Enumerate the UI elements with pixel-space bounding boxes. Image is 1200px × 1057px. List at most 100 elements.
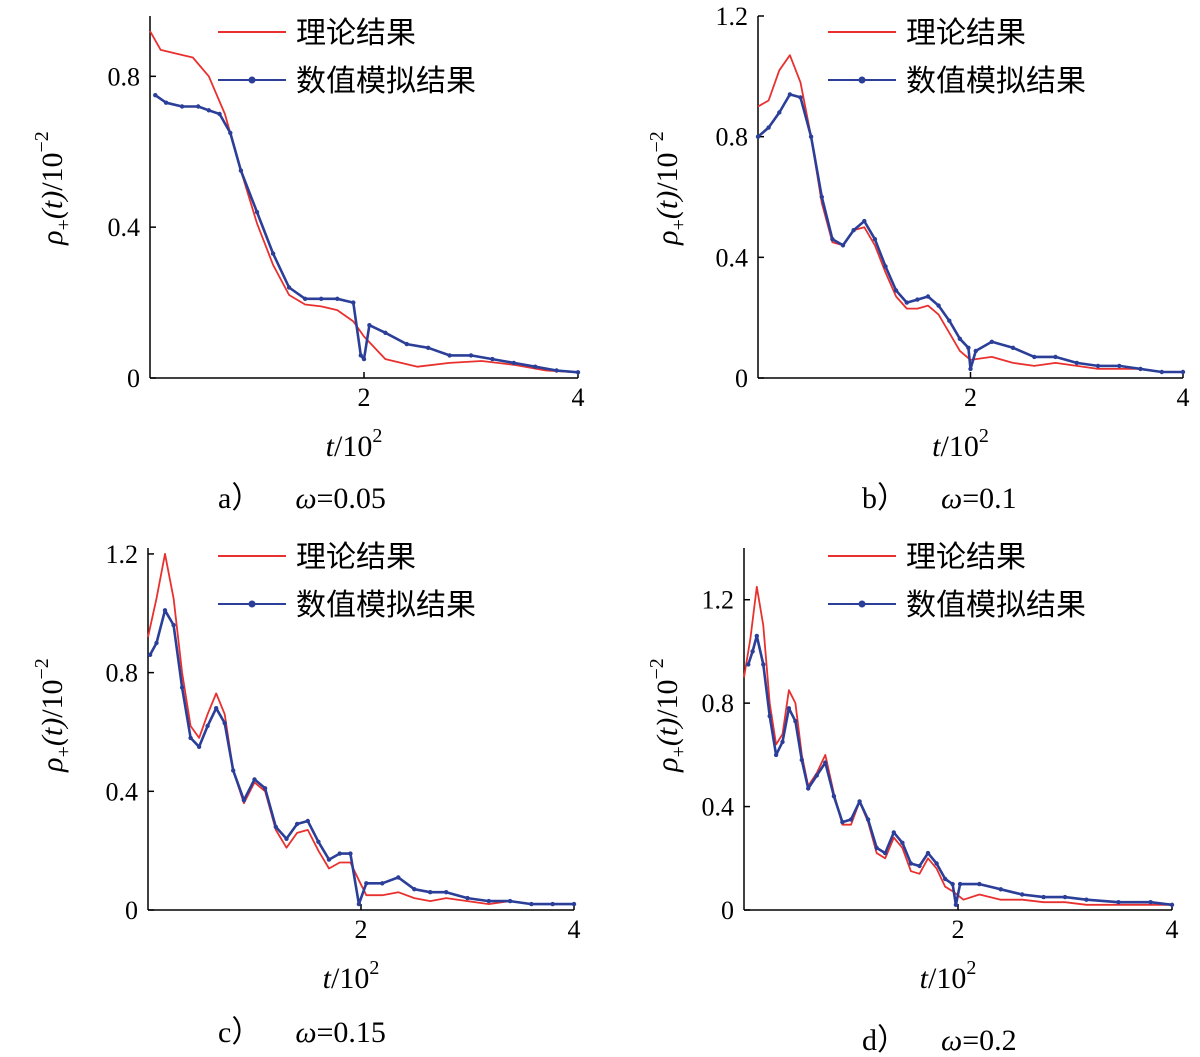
simulation-point	[780, 739, 785, 745]
simulation-point	[529, 901, 534, 907]
simulation-point	[823, 760, 828, 765]
simulation-point	[550, 901, 555, 907]
x-tick-label: 2	[358, 383, 371, 412]
y-label-symbol: ρ	[36, 230, 69, 245]
simulation-series	[147, 608, 577, 907]
caption-omega-value: =0.15	[317, 1016, 386, 1049]
y-label-symbol: ρ	[36, 757, 69, 772]
caption-omega-value: =0.1	[962, 482, 1016, 515]
simulation-point	[814, 773, 819, 778]
simulation-point	[777, 110, 782, 115]
simulation-point	[486, 898, 491, 904]
x-label-unit: /10	[941, 430, 979, 463]
simulation-point	[872, 237, 878, 242]
y-axis-label: ρ+(t)/10−2	[31, 658, 75, 773]
x-label-var: t	[932, 430, 941, 463]
y-tick-label: 0	[127, 364, 140, 393]
simulation-point	[335, 296, 340, 301]
simulation-point	[367, 323, 372, 328]
y-label-sub: +	[53, 746, 75, 757]
legend-simulation-label: 数值模拟结果	[296, 64, 476, 99]
simulation-point	[252, 777, 257, 782]
panel-caption: c） ω=0.15	[218, 1016, 386, 1049]
simulation-point	[1074, 360, 1080, 366]
simulation-point	[1084, 897, 1089, 902]
legend-simulation-label: 数值模拟结果	[906, 588, 1086, 623]
x-tick-label: 4	[1166, 915, 1179, 944]
x-tick-label: 4	[1177, 383, 1190, 412]
simulation-point	[831, 794, 837, 799]
simulation-point	[337, 851, 342, 856]
simulation-point	[231, 768, 236, 773]
x-label-exp: 2	[979, 425, 989, 447]
panel-caption: b） ω=0.1	[862, 482, 1017, 515]
simulation-point	[147, 652, 153, 657]
y-label-exp: −2	[31, 658, 53, 679]
simulation-point	[396, 875, 401, 880]
y-tick-label: 0	[125, 896, 138, 925]
legend-theory-label: 理论结果	[906, 540, 1026, 575]
theory-series	[149, 30, 579, 374]
legend-simulation-label: 数值模拟结果	[296, 588, 476, 623]
simulation-point	[468, 353, 474, 358]
simulation-point	[883, 850, 888, 856]
y-tick-label: 0	[721, 896, 734, 925]
simulation-point	[968, 366, 973, 372]
simulation-point	[1032, 354, 1037, 360]
simulation-point	[908, 861, 914, 866]
simulation-point	[830, 237, 835, 242]
simulation-point	[989, 339, 994, 344]
y-tick-label: 0.8	[106, 659, 139, 688]
simulation-point	[205, 723, 210, 729]
simulation-point	[196, 744, 202, 749]
legend-simulation-marker	[858, 600, 866, 608]
y-label-arg: (t)	[36, 191, 69, 219]
simulation-point	[222, 720, 227, 726]
simulation-point	[1148, 900, 1153, 905]
theory-line	[743, 585, 1172, 906]
y-tick-label: 1.2	[106, 540, 139, 569]
simulation-point	[874, 845, 879, 851]
simulation-point	[793, 719, 798, 724]
simulation-line	[757, 93, 1183, 374]
simulation-point	[428, 890, 433, 895]
simulation-point	[554, 368, 559, 373]
simulation-point	[936, 303, 941, 308]
simulation-point	[973, 348, 978, 354]
y-label-symbol: ρ	[651, 757, 684, 772]
simulation-point	[1010, 345, 1016, 350]
simulation-point	[426, 345, 431, 350]
simulation-point	[348, 851, 353, 856]
simulation-point	[326, 857, 332, 862]
simulation-point	[238, 168, 244, 173]
y-label-sub: +	[668, 746, 690, 757]
simulation-point	[840, 819, 845, 825]
simulation-point	[799, 757, 804, 763]
simulation-point	[754, 633, 759, 639]
simulation-point	[1138, 366, 1143, 372]
simulation-point	[273, 824, 278, 830]
simulation-point	[533, 364, 538, 369]
panel-caption: a） ω=0.05	[218, 482, 386, 515]
simulation-point	[447, 353, 452, 358]
y-label-exp: −2	[646, 658, 668, 679]
simulation-point	[196, 104, 201, 109]
theory-series	[743, 585, 1172, 906]
simulation-point	[254, 209, 260, 215]
simulation-point	[206, 108, 211, 113]
simulation-point	[943, 876, 948, 882]
simulation-point	[507, 898, 513, 904]
simulation-point	[750, 649, 755, 654]
caption-omega-symbol: ω	[941, 482, 962, 515]
x-label-unit: /10	[928, 962, 966, 995]
simulation-point	[1041, 894, 1046, 900]
simulation-point	[1020, 892, 1025, 897]
x-label-unit: /10	[334, 430, 372, 463]
simulation-point	[575, 370, 581, 375]
simulation-point	[786, 706, 792, 711]
x-label-unit: /10	[331, 962, 369, 995]
simulation-point	[746, 662, 751, 667]
